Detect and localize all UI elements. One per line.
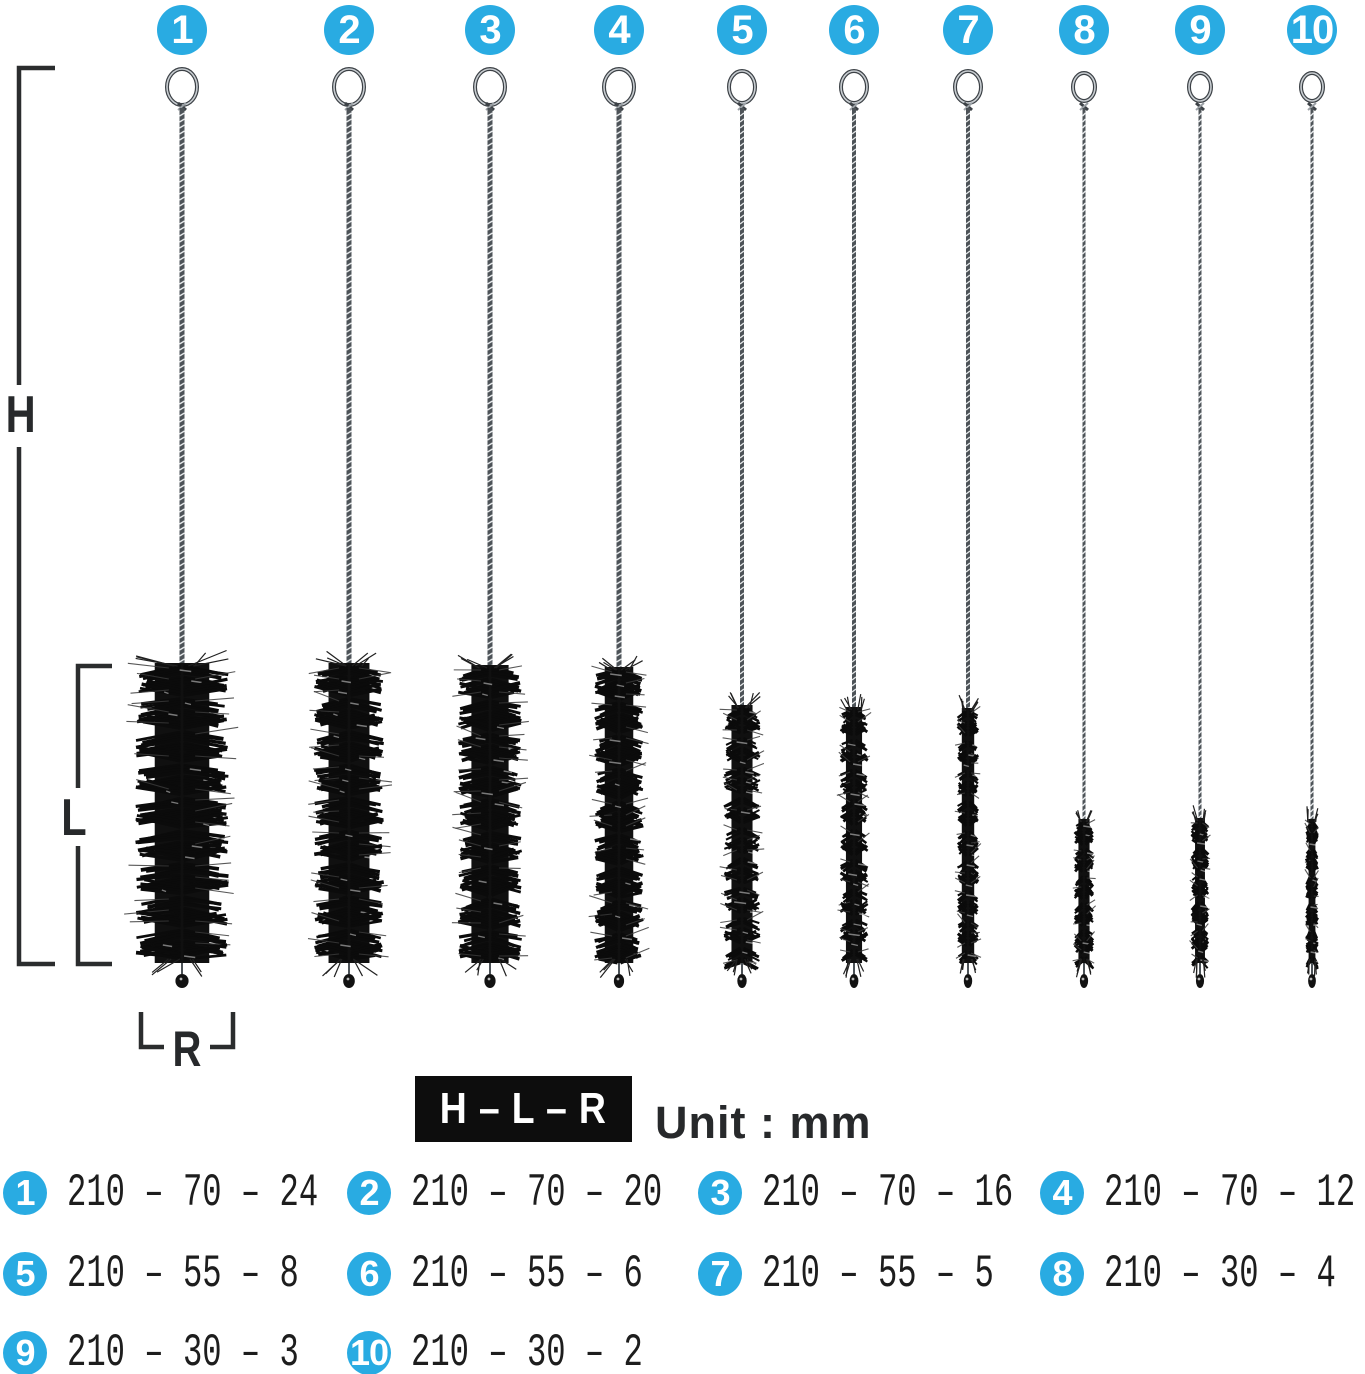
spec-item-value-2: 210 – 70 – 20 [411,1167,663,1219]
spec-item-value-9: 210 – 30 – 3 [67,1327,299,1374]
brush-2 [307,67,393,988]
height-dimension-label: H [5,386,36,444]
spec-item-value-8: 210 – 30 – 4 [1104,1248,1336,1300]
spec-item-2: 2 210 – 70 – 20 [347,1167,770,1219]
spec-item-9: 9 210 – 30 – 3 [3,1327,398,1374]
unit-label: Unit : mm [655,1097,872,1148]
brush-8 [1071,71,1098,988]
spec-item-badge-6: 6 [347,1252,391,1296]
spec-item-value-7: 210 – 55 – 5 [762,1248,994,1300]
spec-item-8: 8 210 – 30 – 4 [1040,1248,1365,1300]
brush-number-badge-8: 8 [1059,5,1109,55]
spec-item-badge-3: 3 [698,1171,742,1215]
brush-10 [1299,71,1325,988]
brush-number-badge-6: 6 [829,5,879,55]
spec-item-value-1: 210 – 70 – 24 [67,1167,319,1219]
legend-hlr-text: H – L – R [439,1084,607,1133]
spec-item-4: 4 210 – 70 – 12 [1040,1167,1365,1219]
spec-item-5: 5 210 – 55 – 8 [3,1248,398,1300]
brush-3 [451,67,529,988]
spec-item-badge-4: 4 [1040,1171,1084,1215]
spec-item-3: 3 210 – 70 – 16 [698,1167,1121,1219]
length-dimension-label: L [61,789,87,847]
spec-item-badge-9: 9 [3,1331,47,1374]
brush-number-badge-5: 5 [717,5,767,55]
length-dimension-bracket [75,663,112,967]
brush-4 [588,67,650,988]
brush-number-badge-4: 4 [594,5,644,55]
brush-number-badge-10: 10 [1287,5,1337,55]
brush-7 [953,69,984,988]
radius-dimension-label: R [172,1021,202,1077]
spec-item-badge-2: 2 [347,1171,391,1215]
spec-item-value-3: 210 – 70 – 16 [762,1167,1014,1219]
brush-number-badge-1: 1 [157,5,207,55]
legend-hlr-box: H – L – R [415,1076,632,1142]
brush-9 [1187,71,1213,988]
brush-1 [124,67,239,988]
radius-dimension-bracket [138,1012,236,1050]
brush-number-badge-9: 9 [1175,5,1225,55]
spec-item-badge-8: 8 [1040,1252,1084,1296]
brush-number-badge-3: 3 [465,5,515,55]
spec-item-value-4: 210 – 70 – 12 [1104,1167,1356,1219]
height-dimension-bracket [16,65,55,967]
spec-item-badge-10: 10 [347,1331,391,1374]
spec-item-6: 6 210 – 55 – 6 [347,1248,742,1300]
spec-item-1: 1 210 – 70 – 24 [3,1167,426,1219]
spec-item-value-6: 210 – 55 – 6 [411,1248,643,1300]
spec-item-badge-7: 7 [698,1252,742,1296]
brush-number-badge-2: 2 [324,5,374,55]
spec-item-value-10: 210 – 30 – 2 [411,1327,643,1374]
brush-5 [719,69,765,988]
spec-item-10: 10 210 – 30 – 2 [347,1327,742,1374]
spec-item-value-5: 210 – 55 – 8 [67,1248,299,1300]
brush-6 [836,69,872,988]
brush-number-badge-7: 7 [943,5,993,55]
spec-item-badge-1: 1 [3,1171,47,1215]
brush-illustration [16,65,1325,1050]
spec-item-badge-5: 5 [3,1252,47,1296]
spec-item-7: 7 210 – 55 – 5 [698,1248,1093,1300]
